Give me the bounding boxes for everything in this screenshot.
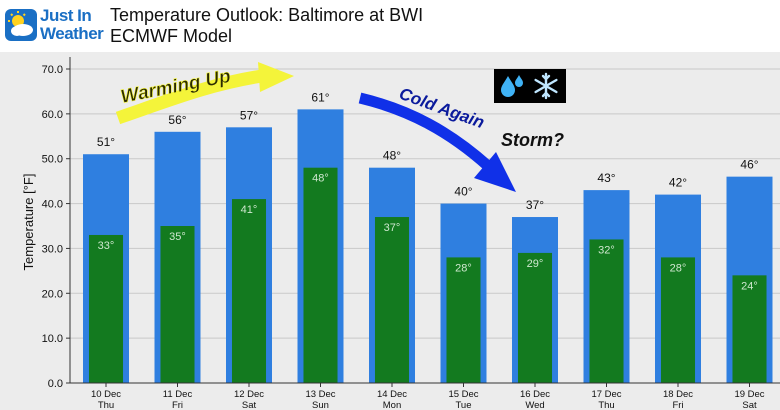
x-tick-day: Fri bbox=[672, 400, 683, 410]
high-temperature-label: 61° bbox=[311, 90, 329, 104]
y-tick-label: 70.0 bbox=[42, 64, 63, 76]
y-axis-label: Temperature [°F] bbox=[21, 174, 36, 271]
high-temperature-label: 57° bbox=[240, 108, 258, 122]
chart-subtitle: ECMWF Model bbox=[110, 26, 233, 46]
y-tick-label: 50.0 bbox=[42, 154, 63, 166]
low-temperature-label: 29° bbox=[527, 258, 544, 270]
sweat-droplets-icon bbox=[501, 75, 523, 97]
high-temperature-label: 42° bbox=[669, 176, 687, 190]
high-temperature-label: 46° bbox=[740, 158, 758, 172]
low-temperature-bar bbox=[374, 217, 410, 383]
low-temperature-label: 28° bbox=[670, 262, 687, 274]
y-tick-label: 0.0 bbox=[48, 378, 63, 390]
snowflake-icon bbox=[534, 72, 558, 100]
chart-title: Temperature Outlook: Baltimore at BWI bbox=[110, 5, 424, 25]
header: Just In Weather Temperature Outlook: Bal… bbox=[0, 0, 780, 52]
high-temperature-label: 56° bbox=[168, 113, 186, 127]
just-in-weather-logo[interactable]: Just In Weather bbox=[4, 4, 108, 44]
x-tick-date: 11 Dec bbox=[163, 389, 193, 400]
low-temperature-bar bbox=[589, 239, 624, 383]
low-temperature-bars bbox=[88, 167, 767, 383]
y-tick-label: 20.0 bbox=[42, 288, 63, 300]
x-tick-date: 17 Dec bbox=[591, 389, 621, 400]
high-temperature-label: 48° bbox=[383, 149, 401, 163]
storm-label: Storm? bbox=[501, 130, 564, 150]
cold-arrow bbox=[358, 92, 492, 171]
low-temperature-label: 48° bbox=[312, 173, 329, 185]
x-tick-day: Sat bbox=[242, 400, 257, 410]
low-temperature-bar bbox=[231, 199, 267, 383]
low-temperature-label: 24° bbox=[741, 280, 758, 292]
logo-text-line1: Just In bbox=[40, 6, 92, 25]
x-tick-day: Fri bbox=[172, 400, 183, 410]
low-temperature-bar bbox=[88, 234, 124, 383]
x-tick-date: 16 Dec bbox=[520, 389, 550, 400]
x-tick-day: Sun bbox=[312, 400, 329, 410]
x-tick-day: Thu bbox=[598, 400, 614, 410]
x-tick-day: Tue bbox=[455, 400, 471, 410]
x-tick-day: Sat bbox=[742, 400, 757, 410]
low-temperature-bar bbox=[517, 252, 553, 383]
warming-arrow bbox=[115, 69, 263, 125]
y-tick-label: 10.0 bbox=[42, 333, 63, 345]
x-tick-date: 18 Dec bbox=[663, 389, 693, 400]
low-temperature-bar bbox=[303, 167, 338, 383]
x-tick-date: 15 Dec bbox=[448, 389, 478, 400]
y-tick-label: 30.0 bbox=[42, 243, 63, 255]
logo-text-line2: Weather bbox=[40, 24, 104, 43]
y-axis-ticks: 0.0 10.0 20.0 30.0 40.0 50.0 60.0 70.0 bbox=[42, 64, 70, 390]
y-tick-label: 40.0 bbox=[42, 199, 63, 211]
low-temperature-label: 32° bbox=[598, 244, 615, 256]
sun-cloud-icon bbox=[5, 9, 37, 41]
high-temperature-label: 43° bbox=[597, 171, 615, 185]
high-temperature-label: 51° bbox=[97, 135, 115, 149]
high-temperature-label: 37° bbox=[526, 198, 544, 212]
low-temperature-bar bbox=[160, 226, 195, 383]
low-temperature-bar bbox=[446, 257, 481, 383]
x-tick-day: Wed bbox=[525, 400, 544, 410]
low-temperature-labels: 33° 35° 41° 48° 37° 28° 29° 32° 28° 24° bbox=[98, 173, 758, 293]
cold-arrowhead bbox=[474, 152, 516, 192]
low-temperature-bar bbox=[732, 275, 767, 383]
weather-icons-box bbox=[494, 69, 566, 103]
y-tick-label: 60.0 bbox=[42, 109, 63, 121]
low-temperature-label: 33° bbox=[98, 240, 115, 252]
x-tick-date: 14 Dec bbox=[377, 389, 407, 400]
warming-arrowhead bbox=[258, 62, 294, 92]
low-temperature-label: 35° bbox=[169, 231, 186, 243]
low-temperature-label: 28° bbox=[455, 262, 472, 274]
x-tick-day: Thu bbox=[98, 400, 114, 410]
x-tick-date: 19 Dec bbox=[734, 389, 764, 400]
x-tick-date: 13 Dec bbox=[305, 389, 335, 400]
low-temperature-label: 37° bbox=[384, 222, 401, 234]
high-temperature-labels: 51° 56° 57° 61° 48° 40° 37° 43° 42° 46° bbox=[97, 90, 759, 212]
high-temperature-label: 40° bbox=[454, 185, 472, 199]
x-tick-day: Mon bbox=[383, 400, 401, 410]
low-temperature-label: 41° bbox=[241, 204, 258, 216]
x-tick-date: 10 Dec bbox=[91, 389, 121, 400]
x-tick-date: 12 Dec bbox=[234, 389, 264, 400]
low-temperature-bar bbox=[660, 257, 696, 383]
